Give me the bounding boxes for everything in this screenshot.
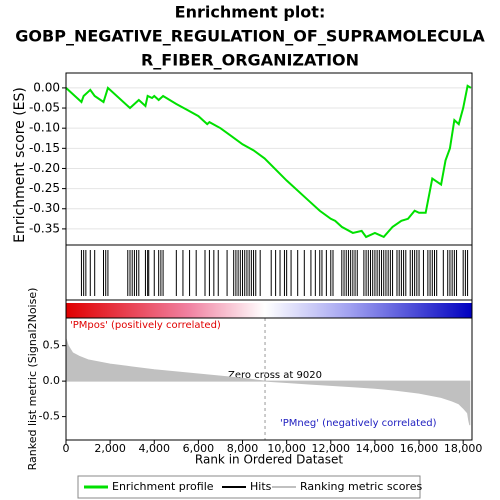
x-tick-label: 10,000 <box>267 442 306 455</box>
legend-label: Hits <box>250 480 272 493</box>
x-tick-label: 14,000 <box>356 442 395 455</box>
annotation: 'PMneg' (negatively correlated) <box>280 418 437 429</box>
x-tick-label: 16,000 <box>400 442 439 455</box>
y-tick-label: 0.00 <box>33 80 60 94</box>
y-axis-label: Ranked list metric (Signal2Noise) <box>26 288 39 471</box>
plot-frame <box>65 317 473 441</box>
x-tick-label: 12,000 <box>312 442 351 455</box>
chart-title: R_FIBER_ORGANIZATION <box>141 51 359 70</box>
color-bar <box>66 303 472 318</box>
legend-label: Ranking metric scores <box>300 480 422 493</box>
annotation: 'PMpos' (positively correlated) <box>70 320 221 331</box>
y-tick-label: -0.5 <box>39 410 60 423</box>
x-tick-label: 18,000 <box>444 442 483 455</box>
x-tick-label: 2,000 <box>94 442 126 455</box>
legend-label: Enrichment profile <box>112 480 214 493</box>
y-tick-label: -0.15 <box>29 141 60 155</box>
x-axis-label: Rank in Ordered Dataset <box>195 453 343 467</box>
y-tick-label: 0.5 <box>43 339 61 352</box>
y-tick-label: 0.0 <box>43 374 61 387</box>
y-tick-label: -0.30 <box>29 201 60 215</box>
y-tick-label: -0.25 <box>29 181 60 195</box>
annotation: Zero cross at 9020 <box>228 370 322 381</box>
chart-title: GOBP_NEGATIVE_REGULATION_OF_SUPRAMOLECUL… <box>15 27 485 46</box>
x-tick-label: 8,000 <box>227 442 259 455</box>
y-axis-label: Enrichment score (ES) <box>12 87 28 243</box>
chart-title: Enrichment plot: <box>175 3 326 22</box>
x-tick-label: 6,000 <box>183 442 215 455</box>
x-tick-label: 0 <box>63 442 70 455</box>
es-line <box>65 84 472 239</box>
y-tick-label: -0.10 <box>29 121 60 135</box>
x-tick-label: 4,000 <box>139 442 171 455</box>
y-tick-label: -0.05 <box>29 101 60 115</box>
metric-area <box>65 338 471 426</box>
y-tick-label: -0.20 <box>29 161 60 175</box>
y-tick-label: -0.35 <box>29 221 60 235</box>
plot-frame <box>65 72 473 319</box>
legend-box <box>77 475 421 499</box>
